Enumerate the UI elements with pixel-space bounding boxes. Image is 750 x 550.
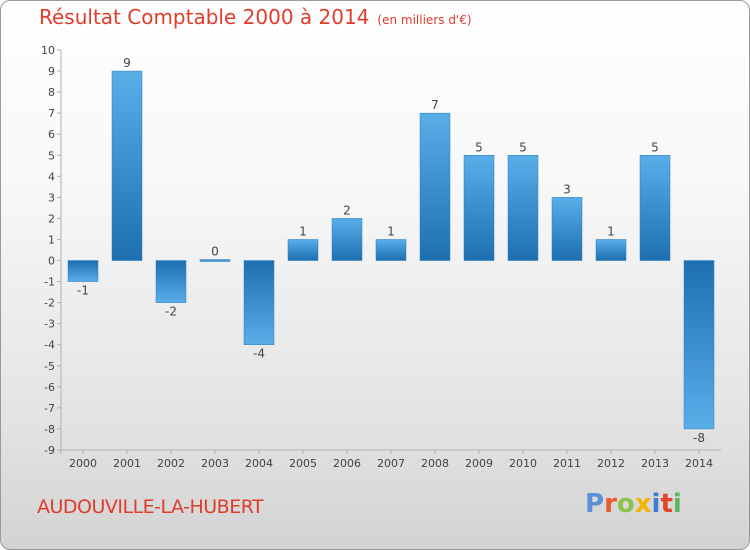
x-tick-label-2005: 2005 [289,457,317,470]
y-tick-label: 5 [48,149,55,162]
x-tick-label-2010: 2010 [509,457,537,470]
x-tick-label-2002: 2002 [157,457,185,470]
data-label-2004: -4 [253,347,265,361]
x-tick-label-2014: 2014 [685,457,713,470]
data-label-2005: 1 [299,224,307,238]
data-label-2010: 5 [519,140,527,154]
data-label-2001: 9 [123,56,131,70]
bar-2014 [683,260,715,430]
x-tick-label-2012: 2012 [597,457,625,470]
chart-title: Résultat Comptable 2000 à 2014 (en millie… [39,5,472,29]
data-label-2000: -1 [77,284,89,298]
data-label-2007: 1 [387,224,395,238]
data-label-2003: 0 [211,245,219,259]
bar-2008 [419,112,451,261]
chart-data-labels: -1 9 -2 0 -4 1 2 1 7 5 5 3 1 5 -8 [77,56,705,445]
y-tick-label: 0 [48,255,55,268]
y-tick-label: -4 [44,339,55,352]
y-tick-label: 2 [48,212,55,225]
x-tick-label-2013: 2013 [641,457,669,470]
x-tick-label-2009: 2009 [465,457,493,470]
logo-letter: P [585,489,605,519]
logo-letter: r [604,489,617,519]
y-tick-label: 7 [48,107,55,120]
chart-subtitle: (en milliers d'€) [377,13,472,27]
y-tick-label: 1 [48,233,55,246]
logo-letter: o [616,489,635,519]
bar-2001 [111,70,143,261]
bar-2007 [375,239,407,261]
logo-letter: t [660,489,673,519]
bar-2004 [243,260,275,345]
data-label-2008: 7 [431,98,439,112]
y-tick-label: -9 [44,444,55,457]
y-tick-label: 6 [48,128,55,141]
y-tick-label: 8 [48,86,55,99]
x-axis-ticks: 2000 2001 2002 2003 2004 2005 2006 2007 2008 2009… [69,450,713,470]
y-tick-label: 9 [48,65,55,78]
bar-2003 [199,259,231,262]
x-tick-label-2006: 2006 [333,457,361,470]
bar-2009 [463,155,495,261]
y-tick-label: -7 [44,402,55,415]
x-tick-label-2001: 2001 [113,457,141,470]
data-label-2014: -8 [693,431,705,445]
data-label-2009: 5 [475,140,483,154]
data-label-2006: 2 [343,203,351,217]
y-tick-label: 10 [41,44,55,57]
chart-bars [67,70,715,430]
bar-2011 [551,197,583,261]
bar-2005 [287,239,319,261]
y-tick-label: -6 [44,381,55,394]
x-tick-label-2004: 2004 [245,457,273,470]
data-label-2012: 1 [607,224,615,238]
logo-letter: i [672,489,682,519]
bar-2010 [507,155,539,261]
bar-2006 [331,218,363,261]
x-tick-label-2000: 2000 [69,457,97,470]
data-label-2013: 5 [651,140,659,154]
bar-2012 [595,239,627,261]
data-label-2002: -2 [165,305,177,319]
chart-title-text: Résultat Comptable 2000 à 2014 [39,5,370,29]
y-tick-label: -3 [44,318,55,331]
logo-letter: x [634,489,652,519]
y-tick-label: -8 [44,423,55,436]
data-label-2011: 3 [563,182,571,196]
bar-2000 [67,260,99,282]
x-tick-label-2011: 2011 [553,457,581,470]
y-tick-label: -2 [44,297,55,310]
bar-2002 [155,260,187,303]
y-tick-label: -1 [44,276,55,289]
logo-letter: i [651,489,661,519]
x-tick-label-2003: 2003 [201,457,229,470]
bar-2013 [639,155,671,261]
y-tick-label: 3 [48,191,55,204]
x-tick-label-2007: 2007 [377,457,405,470]
y-tick-label: -5 [44,360,55,373]
town-name: AUDOUVILLE-LA-HUBERT [37,496,264,518]
proxiti-logo: Proxiti [585,489,682,519]
x-tick-label-2008: 2008 [421,457,449,470]
y-tick-label: 4 [48,170,55,183]
